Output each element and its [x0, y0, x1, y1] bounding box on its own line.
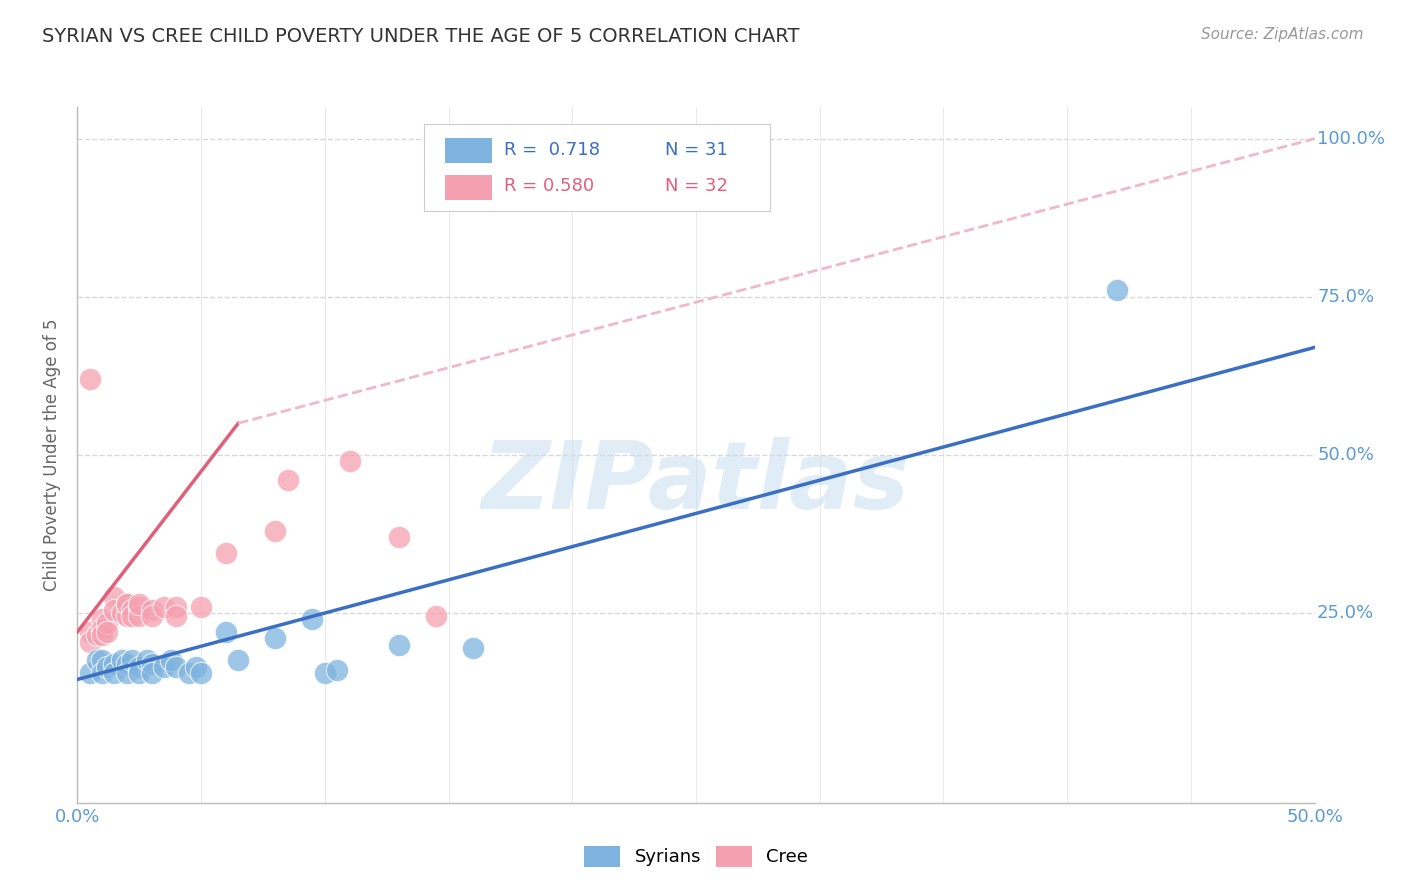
Point [115, 657, 138, 671]
Text: R =  0.718: R = 0.718 [505, 141, 600, 159]
Point [128, 609, 150, 624]
Point [184, 660, 207, 674]
Point [153, 660, 176, 674]
Point [190, 666, 212, 681]
Legend: Syrians, Cree: Syrians, Cree [576, 838, 815, 874]
Point [141, 609, 163, 624]
Point [115, 609, 138, 624]
Point [103, 666, 125, 681]
Point [115, 597, 138, 611]
Point [165, 599, 187, 614]
Point [91, 628, 114, 642]
Point [115, 666, 138, 681]
Point [226, 653, 249, 667]
Point [121, 609, 143, 624]
Point [326, 663, 349, 677]
Point [121, 603, 143, 617]
Point [277, 473, 299, 487]
Point [86, 653, 108, 667]
Point [103, 591, 125, 605]
Point [91, 666, 114, 681]
Text: 75.0%: 75.0% [1317, 288, 1374, 306]
Text: Source: ZipAtlas.com: Source: ZipAtlas.com [1201, 27, 1364, 42]
Point [79, 372, 101, 386]
Point [79, 634, 101, 648]
Point [165, 609, 187, 624]
Text: N = 31: N = 31 [665, 141, 728, 159]
Point [128, 599, 150, 614]
Text: SYRIAN VS CREE CHILD POVERTY UNDER THE AGE OF 5 CORRELATION CHART: SYRIAN VS CREE CHILD POVERTY UNDER THE A… [42, 27, 800, 45]
Point [388, 638, 411, 652]
Point [264, 524, 287, 538]
Point [111, 606, 134, 620]
Point [301, 612, 323, 626]
Point [128, 666, 150, 681]
Point [388, 530, 411, 544]
Text: N = 32: N = 32 [665, 178, 728, 195]
Point [165, 660, 187, 674]
Point [91, 622, 114, 636]
Point [115, 597, 138, 611]
Point [79, 666, 101, 681]
Point [103, 657, 125, 671]
Text: R = 0.580: R = 0.580 [505, 178, 595, 195]
Point [177, 666, 200, 681]
Text: 100.0%: 100.0% [1317, 129, 1385, 148]
Point [86, 628, 108, 642]
Point [91, 653, 114, 667]
Point [96, 615, 118, 630]
Point [153, 599, 176, 614]
Point [96, 660, 118, 674]
Text: 25.0%: 25.0% [1317, 604, 1374, 622]
Y-axis label: Child Poverty Under the Age of 5: Child Poverty Under the Age of 5 [44, 318, 62, 591]
Point [339, 454, 361, 468]
Point [141, 666, 163, 681]
Point [264, 632, 287, 646]
Point [141, 603, 163, 617]
Point [463, 640, 485, 655]
Point [190, 599, 212, 614]
Point [425, 609, 447, 624]
Point [96, 625, 118, 640]
Point [128, 597, 150, 611]
Bar [444, 137, 492, 163]
Point [111, 653, 134, 667]
Point [1105, 284, 1128, 298]
Point [215, 625, 238, 640]
Point [135, 653, 157, 667]
FancyBboxPatch shape [423, 124, 770, 211]
Point [103, 603, 125, 617]
Point [79, 625, 101, 640]
Point [160, 653, 183, 667]
Point [121, 653, 143, 667]
Point [91, 612, 114, 626]
Text: ZIPatlas: ZIPatlas [482, 437, 910, 529]
Point [128, 660, 150, 674]
Point [141, 657, 163, 671]
Point [215, 546, 238, 560]
Bar [444, 175, 492, 200]
Point [314, 666, 336, 681]
Text: 50.0%: 50.0% [1317, 446, 1374, 464]
